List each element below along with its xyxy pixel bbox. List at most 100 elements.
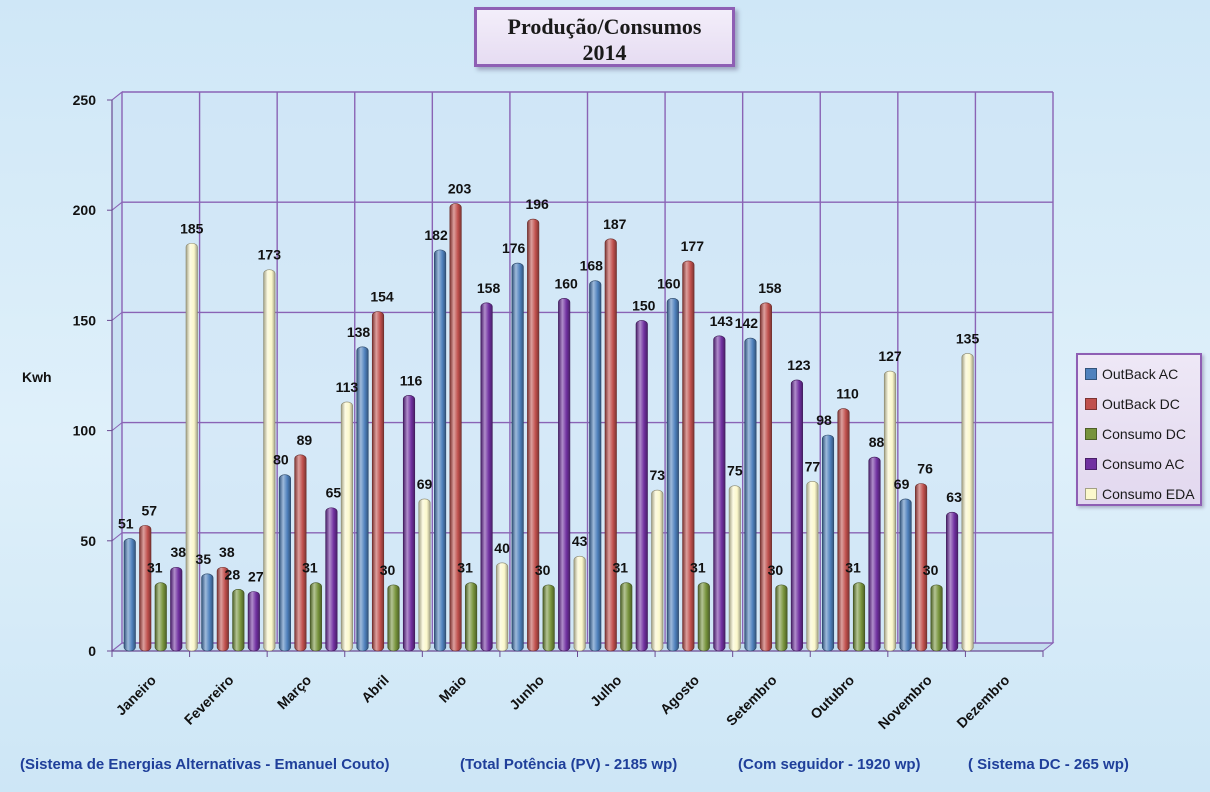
bar xyxy=(713,335,726,652)
bar xyxy=(604,238,617,652)
bar xyxy=(806,480,819,652)
data-label: 31 xyxy=(147,560,163,576)
x-tick-label: Janeiro xyxy=(113,672,160,719)
data-label: 30 xyxy=(768,562,784,578)
bar xyxy=(682,260,695,652)
footer-note-system: (Sistema de Energias Alternativas - Eman… xyxy=(20,756,390,773)
bar xyxy=(123,538,136,652)
data-label: 182 xyxy=(424,227,448,243)
x-tick-label: Abril xyxy=(358,672,392,706)
bar xyxy=(325,507,338,652)
bar xyxy=(620,582,633,652)
data-label: 69 xyxy=(894,476,910,492)
bar xyxy=(961,353,974,652)
footer-note-dc-system: ( Sistema DC - 265 wp) xyxy=(968,756,1129,773)
x-tick-label: Julho xyxy=(587,672,625,710)
data-label: 135 xyxy=(956,330,980,346)
gridline-diag xyxy=(111,91,123,101)
data-label: 158 xyxy=(758,280,782,296)
data-label: 51 xyxy=(118,516,134,532)
bar xyxy=(496,562,509,652)
data-label: 88 xyxy=(869,434,885,450)
data-label: 89 xyxy=(297,432,313,448)
data-label: 30 xyxy=(923,562,939,578)
legend-item-consumo-ac: Consumo AC xyxy=(1085,449,1200,479)
gridline-diag xyxy=(111,312,123,321)
bar xyxy=(930,584,943,652)
bar xyxy=(154,582,167,652)
x-tick-label: Junho xyxy=(506,672,547,713)
bar xyxy=(418,498,431,652)
data-label: 57 xyxy=(141,502,157,518)
data-label: 28 xyxy=(225,566,241,582)
data-label: 154 xyxy=(370,289,394,305)
legend-swatch-outback-dc xyxy=(1085,398,1097,410)
legend-item-consumo-eda: Consumo EDA xyxy=(1085,479,1200,509)
bar-layer xyxy=(123,203,974,652)
y-tick-label: 200 xyxy=(73,202,97,218)
bar xyxy=(837,408,850,652)
bar xyxy=(821,434,835,652)
bar xyxy=(294,454,307,652)
y-axis-label: Kwh xyxy=(22,369,52,385)
chart-title-line2: 2014 xyxy=(582,40,627,65)
data-label: 173 xyxy=(258,247,282,263)
data-label: 158 xyxy=(477,280,501,296)
data-label: 116 xyxy=(400,372,423,388)
bar xyxy=(744,337,757,652)
legend-swatch-consumo-eda xyxy=(1085,488,1097,500)
data-label: 110 xyxy=(836,386,859,402)
chart-title-line1: Produção/Consumos xyxy=(507,14,702,39)
footer-note-total-power: (Total Potência (PV) - 2185 wp) xyxy=(460,756,678,773)
bar xyxy=(558,298,571,652)
y-tick-label: 0 xyxy=(88,643,96,659)
bar xyxy=(775,584,788,652)
data-label: 31 xyxy=(690,560,706,576)
data-label: 40 xyxy=(494,540,510,556)
bar xyxy=(309,582,322,652)
data-label: 77 xyxy=(805,458,821,474)
bar xyxy=(728,485,741,652)
gridline-diag xyxy=(111,201,123,211)
x-tick-label: Setembro xyxy=(723,672,780,729)
bar xyxy=(371,311,385,652)
data-label: 30 xyxy=(380,562,396,578)
data-label: 31 xyxy=(845,560,861,576)
legend-label-outback-dc: OutBack DC xyxy=(1102,396,1180,412)
data-label: 168 xyxy=(580,258,604,274)
bar xyxy=(216,566,229,652)
bar xyxy=(635,320,648,652)
data-label: 142 xyxy=(735,315,759,331)
data-label: 160 xyxy=(657,275,681,291)
bar xyxy=(232,588,245,652)
x-tick-label: Outubro xyxy=(807,672,857,722)
data-label: 138 xyxy=(347,324,371,340)
legend-item-outback-ac: OutBack AC xyxy=(1085,359,1200,389)
legend-label-consumo-dc: Consumo DC xyxy=(1102,426,1187,442)
bar xyxy=(542,584,555,652)
y-tick-label: 150 xyxy=(73,312,97,328)
bar xyxy=(790,379,803,652)
x-tick-label: Fevereiro xyxy=(181,672,237,728)
data-label: 27 xyxy=(248,568,264,584)
data-label: 123 xyxy=(787,357,811,373)
data-label: 73 xyxy=(649,467,665,483)
data-label: 80 xyxy=(273,452,289,468)
bar xyxy=(434,249,447,652)
data-label: 31 xyxy=(612,560,628,576)
bar xyxy=(899,498,912,652)
bar xyxy=(185,242,198,652)
chart-title: Produção/Consumos 2014 xyxy=(474,7,735,67)
gridline-diag xyxy=(111,422,123,431)
bar xyxy=(356,346,369,652)
label-layer: 51 57 31 38 185 35 38 28 27 173 80 89 31 65 113 138 154 3… xyxy=(118,181,980,585)
bar xyxy=(465,582,478,652)
bar xyxy=(697,582,710,652)
data-label: 98 xyxy=(816,412,832,428)
data-label: 38 xyxy=(170,544,186,560)
bar xyxy=(651,489,664,652)
chart-legend: OutBack AC OutBack DC Consumo DC Consumo… xyxy=(1076,353,1202,506)
data-label: 76 xyxy=(917,460,933,476)
data-label: 196 xyxy=(525,196,549,212)
